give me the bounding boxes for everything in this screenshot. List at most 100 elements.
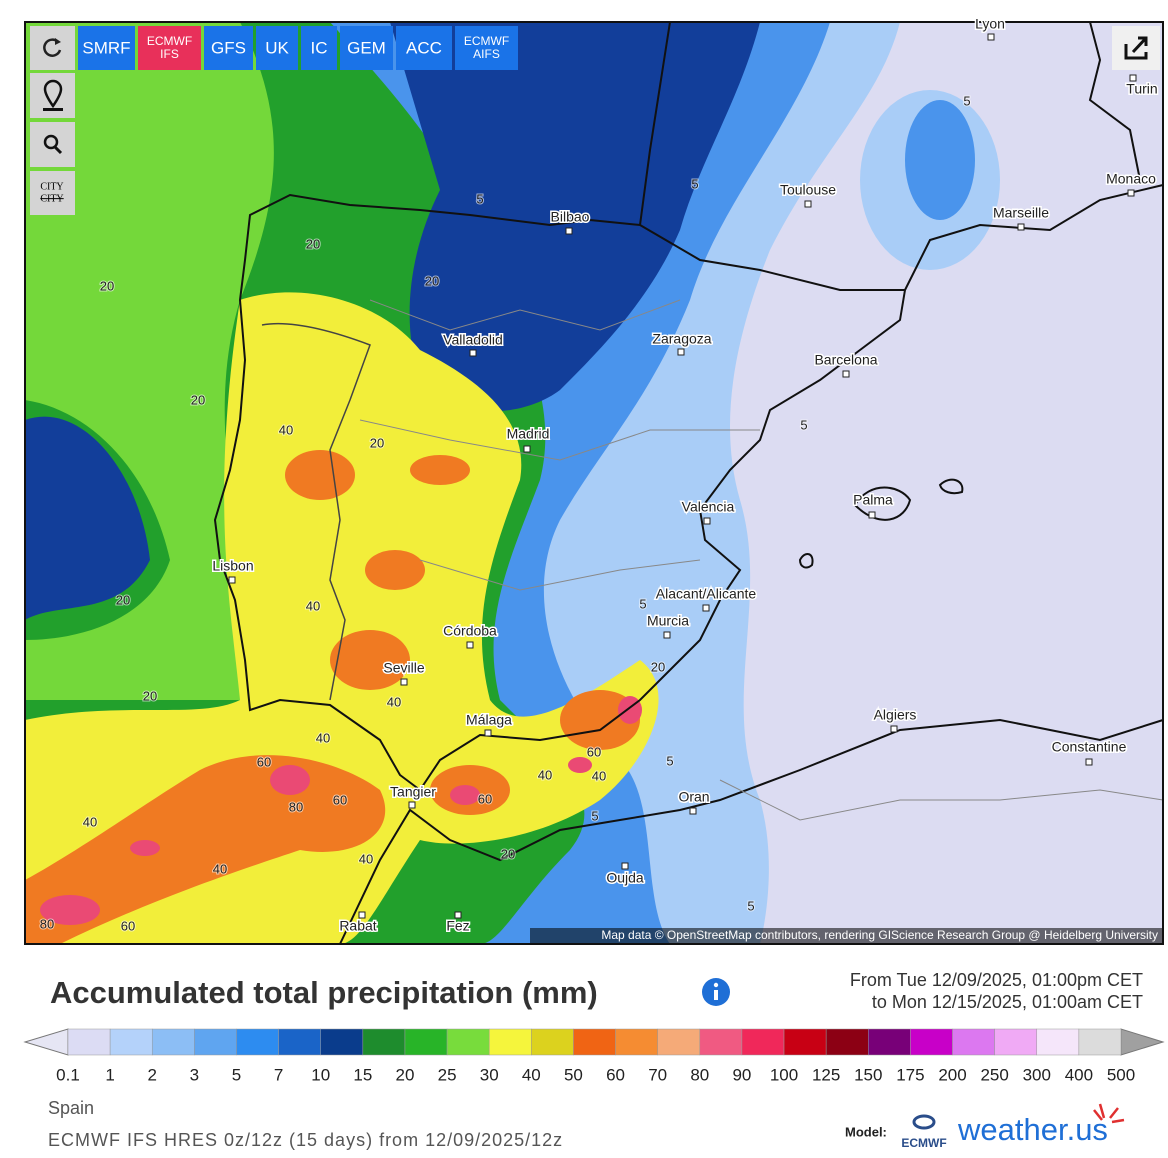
city-label[interactable]: Valencia: [680, 497, 736, 516]
colorbar-tick-label: 2: [148, 1065, 157, 1084]
city-label[interactable]: Seville: [382, 658, 426, 677]
colorbar-tick-label: 15: [353, 1065, 372, 1084]
colorbar-segment: [236, 1028, 279, 1056]
city-label[interactable]: Bilbao: [549, 207, 591, 226]
model-button[interactable]: [138, 26, 201, 70]
contour-label: 20: [143, 688, 157, 703]
model-button-label: ECMWF: [147, 34, 192, 48]
city-label[interactable]: Fez: [445, 916, 471, 935]
contour-label: 5: [800, 417, 807, 432]
contour-label: 5: [963, 93, 970, 108]
colorbar-segment: [699, 1028, 743, 1056]
city-marker: [466, 641, 474, 649]
model-button[interactable]: [78, 26, 135, 70]
model-button-label: GFS: [211, 38, 246, 57]
city-label[interactable]: Turin: [1125, 79, 1159, 98]
colorbar-tick-label: 200: [938, 1065, 966, 1084]
city-label[interactable]: Lisbon: [211, 556, 255, 575]
city-marker: [987, 33, 995, 41]
city-label[interactable]: Barcelona: [813, 350, 879, 369]
map-attribution: Map data © OpenStreetMap contributors, r…: [601, 928, 1158, 942]
refresh-button[interactable]: [30, 26, 75, 70]
city-label[interactable]: Oran: [677, 787, 711, 806]
precipitation-map[interactable]: [24, 21, 1164, 945]
contour-label: 20: [191, 392, 205, 407]
brand-logo[interactable]: weather.us: [957, 1112, 1108, 1147]
colorbar-segment: [910, 1028, 953, 1056]
contour-label: 5: [691, 176, 698, 191]
model-button[interactable]: [455, 26, 518, 70]
colorbar-tick-label: 3: [190, 1065, 199, 1084]
city-label[interactable]: Palma: [852, 490, 895, 509]
contour-label: 40: [316, 730, 330, 745]
city-label[interactable]: Monaco: [1105, 169, 1158, 188]
contour-label: 20: [116, 592, 130, 607]
city-label[interactable]: Oujda: [605, 868, 646, 887]
city-label[interactable]: Tangier: [389, 782, 438, 801]
city-label[interactable]: Córdoba: [442, 621, 499, 640]
colorbar-tick-label: 400: [1065, 1065, 1093, 1084]
city-label[interactable]: Zaragoza: [651, 329, 713, 348]
model-button[interactable]: [340, 26, 393, 70]
city-marker: [400, 678, 408, 686]
colorbar-tick-label: 50: [564, 1065, 583, 1084]
city-label[interactable]: Constantine: [1050, 737, 1128, 756]
city-marker: [454, 911, 462, 919]
colorbar-tick-label: 175: [896, 1065, 924, 1084]
model-label: Model:: [845, 1124, 887, 1139]
city-label[interactable]: Algiers: [872, 705, 918, 724]
city-label[interactable]: Toulouse: [778, 180, 837, 199]
location-button[interactable]: [30, 73, 75, 118]
model-button[interactable]: [396, 26, 452, 70]
city-toggle-button[interactable]: [30, 171, 75, 215]
city-marker: [469, 349, 477, 357]
model-button[interactable]: [204, 26, 253, 70]
region: Spain: [48, 1098, 94, 1118]
contour-label: 40: [83, 814, 97, 829]
city-label[interactable]: Marseille: [991, 203, 1050, 222]
city-label: CITY: [40, 193, 63, 204]
zoom-button[interactable]: [30, 122, 75, 167]
colorbar-segment: [657, 1028, 701, 1056]
city-label[interactable]: Alacant/Alicante: [654, 584, 758, 603]
contour-label: 20: [651, 659, 665, 674]
contour-label: 60: [587, 744, 601, 759]
colorbar-segment: [151, 1028, 195, 1056]
city-label[interactable]: Lyon: [974, 14, 1007, 33]
contour-label: 40: [279, 422, 293, 437]
contour-label: 40: [387, 694, 401, 709]
colorbar-tick-label: 0.1: [56, 1065, 80, 1084]
colorbar-segment: [868, 1028, 911, 1056]
colorbar-tick-label: 300: [1023, 1065, 1051, 1084]
city-label[interactable]: Rabat: [338, 916, 378, 935]
model-button[interactable]: [301, 26, 337, 70]
colorbar-segment: [531, 1028, 574, 1056]
colorbar-tick-label: 20: [395, 1065, 414, 1084]
city-marker: [621, 862, 629, 870]
contour-label: 60: [257, 754, 271, 769]
model-button[interactable]: [256, 26, 298, 70]
colorbar-segment: [67, 1028, 111, 1056]
contour-label: 80: [40, 916, 54, 931]
colorbar-segment: [320, 1028, 364, 1056]
contour-label: 5: [666, 753, 673, 768]
city-label[interactable]: Madrid: [505, 424, 551, 443]
contour-label: 20: [306, 236, 320, 251]
colorbar-segment: [446, 1028, 490, 1056]
city-marker: [1129, 74, 1137, 82]
colorbar-tick-label: 7: [274, 1065, 283, 1084]
period-from: From Tue 12/09/2025, 01:00pm CET: [850, 970, 1143, 990]
city-marker: [484, 729, 492, 737]
city-label[interactable]: Murcia: [645, 611, 690, 630]
city-label[interactable]: Málaga: [465, 710, 514, 729]
city-label[interactable]: Valladolid: [442, 330, 505, 349]
city-marker: [523, 445, 531, 453]
city-marker: [1017, 223, 1025, 231]
model-button-label: ECMWF: [464, 34, 509, 48]
city-marker: [358, 911, 366, 919]
model-button-label: UK: [265, 38, 289, 57]
colorbar-segment: [194, 1028, 237, 1056]
colorbar-segment: [573, 1028, 616, 1056]
